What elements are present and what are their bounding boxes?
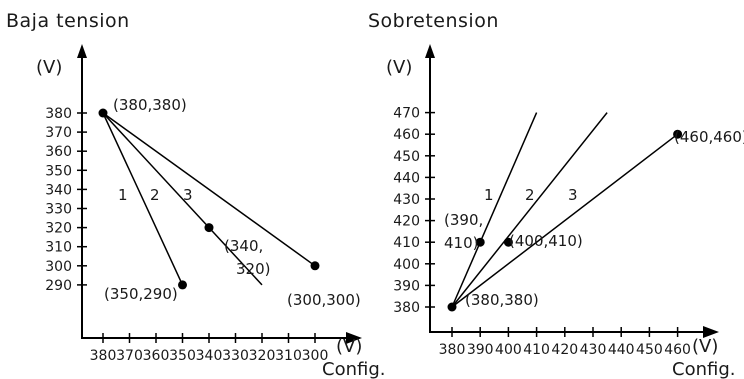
- y-tick-label: 380: [393, 300, 420, 316]
- point-label-350-290: (350,290): [104, 285, 178, 303]
- point-label-380-380: (380,380): [113, 96, 187, 114]
- data-point: [310, 261, 320, 271]
- y-tick-label: 320: [45, 221, 72, 237]
- axes: [429, 55, 705, 333]
- x-axis-arrow-icon: [703, 326, 719, 338]
- x-axis-unit: (V): [336, 336, 362, 357]
- x-tick-label: 370: [116, 348, 143, 364]
- data-points: [98, 108, 320, 290]
- line-label-1: 1: [118, 186, 128, 204]
- y-tick-label: 360: [45, 144, 72, 160]
- x-tick-label: 330: [222, 348, 249, 364]
- y-tick-label: 390: [393, 278, 420, 294]
- x-tick-label: 380: [439, 342, 466, 358]
- y-tick-label: 440: [393, 170, 420, 186]
- x-tick-label: 350: [169, 348, 196, 364]
- y-tick-label: 370: [45, 125, 72, 141]
- x-tick-label: 340: [196, 348, 223, 364]
- x-tick-label: 450: [636, 342, 663, 358]
- y-tick-label: 450: [393, 149, 420, 165]
- y-tick-label: 290: [45, 278, 72, 294]
- point-label-340-320-line2: 320): [236, 260, 270, 278]
- x-tick-label: 360: [143, 348, 170, 364]
- y-axis-arrow-icon: [425, 44, 435, 58]
- point-label-460-460: (460,460): [674, 128, 744, 146]
- point-label-380-380: (380,380): [465, 291, 539, 309]
- series-line-2: [451, 112, 608, 308]
- x-axis-unit: (V): [692, 336, 718, 357]
- y-axis-unit: (V): [36, 57, 62, 78]
- y-tick-label: 410: [393, 235, 420, 251]
- x-tick-label: 310: [275, 348, 302, 364]
- y-tick-label: 420: [393, 214, 420, 230]
- line-label-1: 1: [484, 186, 494, 204]
- line-label-2: 2: [150, 186, 160, 204]
- y-tick-label: 470: [393, 106, 420, 122]
- x-axis-label: Config.: [672, 359, 735, 379]
- data-point: [447, 302, 457, 312]
- series-lines: [102, 112, 316, 286]
- data-point: [98, 108, 108, 118]
- axes: [81, 55, 348, 339]
- x-axis-label: Config.: [322, 359, 385, 379]
- y-axis-unit: (V): [386, 57, 412, 78]
- data-point: [475, 237, 485, 247]
- data-point: [178, 280, 187, 290]
- point-label-390-410-line2: 410): [444, 234, 478, 252]
- x-tick-label: 380: [90, 348, 117, 364]
- x-tick-label: 300: [302, 348, 329, 364]
- x-ticks: 380 370 360 350 340 330 320 310 300: [90, 333, 329, 364]
- y-tick-label: 400: [393, 257, 420, 273]
- y-tick-label: 460: [393, 127, 420, 143]
- line-label-3: 3: [568, 186, 578, 204]
- series-line-3: [451, 133, 679, 308]
- x-axis-arrow-icon: [346, 332, 362, 344]
- y-tick-label: 380: [45, 106, 72, 122]
- x-tick-label: 400: [495, 342, 522, 358]
- line-label-3: 3: [183, 186, 193, 204]
- x-tick-label: 460: [664, 342, 691, 358]
- chart-title: Baja tension: [6, 10, 130, 32]
- y-tick-label: 300: [45, 259, 72, 275]
- point-label-400-410: (400,410): [509, 232, 583, 250]
- chart-baja-tension: Baja tension (V) 29030031032033034035036…: [6, 10, 385, 379]
- y-tick-label: 350: [45, 163, 72, 179]
- y-axis-arrow-icon: [77, 44, 87, 58]
- x-tick-label: 440: [608, 342, 635, 358]
- y-ticks: 380 390 400 410 420 430 440 450 460 470: [393, 106, 435, 316]
- series-line-1: [102, 112, 184, 286]
- line-label-2: 2: [525, 186, 535, 204]
- point-label-340-320-line1: (340,: [224, 237, 263, 255]
- y-tick-label: 330: [45, 202, 72, 218]
- y-tick-label: 310: [45, 240, 72, 256]
- x-tick-label: 420: [551, 342, 578, 358]
- y-ticks: 290 300 310 320 330 340 350 360 370 380: [45, 106, 87, 294]
- data-point: [503, 237, 513, 247]
- x-tick-label: 430: [580, 342, 607, 358]
- series-line-3: [102, 112, 316, 267]
- series-line-1: [451, 112, 538, 308]
- chart-sobretension: Sobretension (V) 38039040041042043044045…: [368, 10, 744, 379]
- y-tick-label: 430: [393, 192, 420, 208]
- y-tick-label: 340: [45, 182, 72, 198]
- data-point: [204, 223, 214, 233]
- x-tick-label: 320: [249, 348, 276, 364]
- x-tick-label: 390: [467, 342, 494, 358]
- series-lines: [451, 112, 679, 308]
- data-point: [673, 129, 683, 139]
- x-tick-label: 410: [523, 342, 550, 358]
- data-points: [447, 129, 683, 312]
- point-label-300-300: (300,300): [287, 291, 361, 309]
- point-label-390-410-line1: (390,: [444, 211, 483, 229]
- chart-title: Sobretension: [368, 10, 499, 32]
- series-line-2: [102, 112, 263, 286]
- x-ticks: 380 390 400 410 420 430 440 450 460: [439, 327, 691, 358]
